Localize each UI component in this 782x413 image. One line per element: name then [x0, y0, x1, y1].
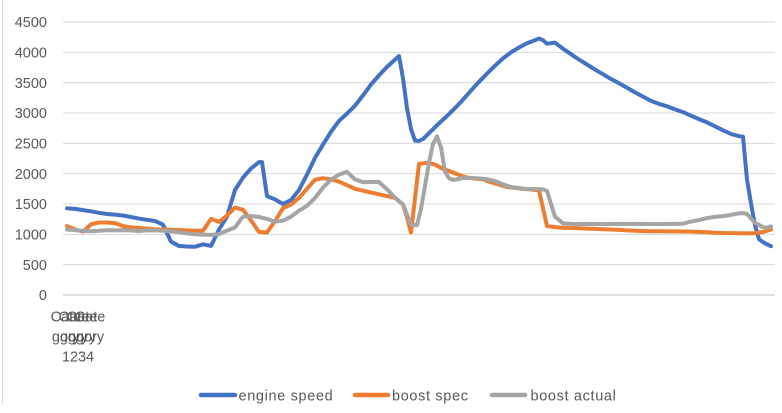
svg-text:500: 500: [23, 258, 47, 274]
svg-text:Cate: Cate: [67, 310, 98, 326]
svg-text:Cate: Cate: [59, 310, 90, 326]
svg-text:boost spec: boost spec: [392, 388, 469, 404]
svg-text:gory: gory: [60, 330, 89, 346]
svg-text:Cate: Cate: [51, 310, 82, 326]
svg-text:gory: gory: [52, 330, 81, 346]
svg-text:boost actual: boost actual: [531, 388, 617, 404]
svg-text:0: 0: [39, 288, 47, 304]
svg-text:4000: 4000: [15, 46, 47, 62]
svg-text:4500: 4500: [15, 15, 47, 31]
svg-text:4: 4: [86, 350, 94, 366]
svg-text:1: 1: [62, 350, 70, 366]
svg-text:3: 3: [78, 350, 86, 366]
svg-text:Cate: Cate: [75, 310, 106, 326]
svg-text:2000: 2000: [15, 167, 47, 183]
svg-text:1500: 1500: [15, 197, 47, 213]
svg-text:2: 2: [70, 350, 78, 366]
svg-text:2500: 2500: [15, 137, 47, 153]
svg-text:gory: gory: [68, 330, 97, 346]
svg-text:engine speed: engine speed: [239, 388, 334, 404]
svg-text:1000: 1000: [15, 228, 47, 244]
svg-text:3500: 3500: [15, 76, 47, 92]
svg-text:gory: gory: [76, 330, 105, 346]
svg-text:3000: 3000: [15, 106, 47, 122]
